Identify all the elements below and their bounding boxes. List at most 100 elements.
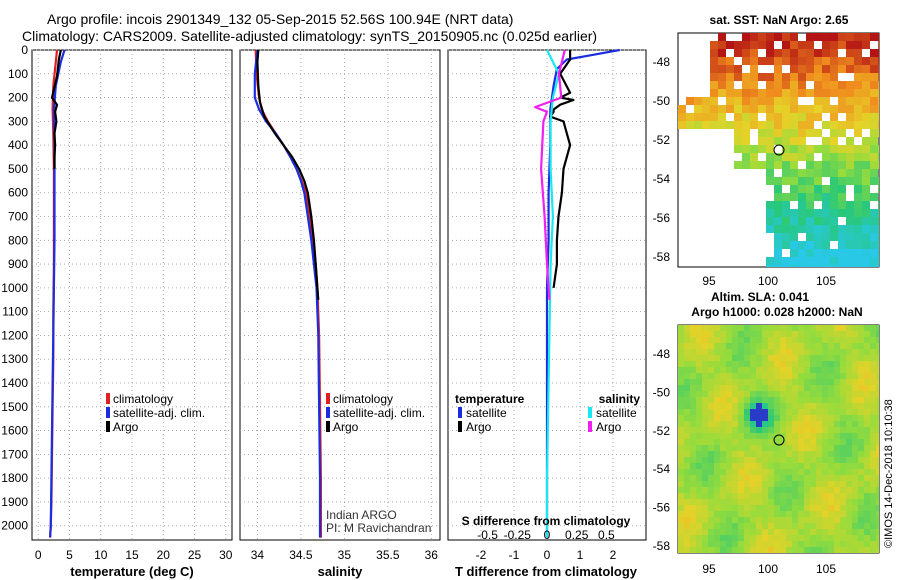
sla-cell	[864, 367, 870, 373]
sla-cell	[732, 379, 738, 385]
sla-cell	[846, 487, 852, 493]
sla-cell	[864, 481, 870, 487]
sst-cell	[750, 105, 758, 113]
sla-cell	[696, 361, 702, 367]
sst-cell	[790, 233, 798, 241]
sst-cell	[854, 49, 862, 57]
sla-cell	[858, 427, 864, 433]
sla-cell	[684, 547, 690, 553]
sla-cell	[696, 511, 702, 517]
sla-cell	[696, 505, 702, 511]
sla-cell	[786, 499, 792, 505]
sla-cell	[696, 367, 702, 373]
sla-cell	[744, 499, 750, 505]
sst-cell	[862, 185, 870, 193]
sla-cell	[726, 529, 732, 535]
sla-cell	[750, 439, 756, 445]
sla-cell	[750, 469, 756, 475]
sst-cell	[774, 57, 782, 65]
sst-cell	[742, 33, 750, 41]
sst-cell	[846, 249, 854, 257]
sla-cell	[684, 403, 690, 409]
sla-cell	[876, 421, 879, 427]
sla-cell	[750, 541, 756, 547]
sla-cell	[708, 421, 714, 427]
sla-cell	[714, 379, 720, 385]
sst-cell	[830, 177, 838, 185]
sla-cell	[852, 373, 858, 379]
sla-cell	[876, 373, 879, 379]
sla-cell	[720, 427, 726, 433]
depth-tick-label: 700	[8, 210, 28, 224]
sla-cell	[834, 517, 840, 523]
sla-cell	[708, 547, 714, 553]
sst-cell	[806, 113, 814, 121]
sla-cell	[780, 355, 786, 361]
sst-cell	[750, 81, 758, 89]
sst-cell	[710, 89, 718, 97]
sst-cell	[838, 129, 846, 137]
sla-cell	[822, 535, 828, 541]
sst-cell	[782, 193, 790, 201]
sla-cell	[690, 535, 696, 541]
sst-cell	[782, 241, 790, 249]
sla-cell	[774, 325, 780, 331]
sla-cell	[798, 499, 804, 505]
sla-cell	[714, 499, 720, 505]
sla-cell	[870, 439, 876, 445]
sla-cell	[678, 445, 684, 451]
sla-cell	[822, 517, 828, 523]
sla-cell	[750, 463, 756, 469]
sla-cell	[762, 373, 768, 379]
sst-cell	[742, 105, 750, 113]
sla-cell	[702, 409, 708, 415]
s-difference-tick-label: -0.5	[477, 528, 498, 542]
sla-cell	[870, 337, 876, 343]
sla-cell	[714, 373, 720, 379]
sla-cell	[744, 331, 750, 337]
sla-cell	[834, 511, 840, 517]
sla-cell	[714, 367, 720, 373]
sst-cell	[782, 97, 790, 105]
sla-cell	[864, 397, 870, 403]
sla-cell	[810, 337, 816, 343]
sla-cell	[768, 517, 774, 523]
sla-cell	[864, 385, 870, 391]
series-line-satellite-adj-clim-	[49, 49, 66, 538]
sla-cell	[714, 415, 720, 421]
sla-cell	[858, 499, 864, 505]
sla-cell	[816, 325, 822, 331]
sla-cell	[744, 373, 750, 379]
sla-cell	[774, 499, 780, 505]
sst-cell	[830, 129, 838, 137]
sst-cell	[878, 241, 879, 249]
sst-cell	[718, 89, 726, 97]
sla-cell	[840, 517, 846, 523]
sla-cell	[732, 355, 738, 361]
sst-cell	[846, 57, 854, 65]
sst-cell	[734, 49, 742, 57]
sla-cell	[696, 397, 702, 403]
sla-cell	[876, 499, 879, 505]
sla-cell	[684, 367, 690, 373]
sst-cell	[862, 81, 870, 89]
sla-cell	[678, 493, 684, 499]
sla-cell	[792, 511, 798, 517]
sla-cell	[864, 433, 870, 439]
sst-cell	[758, 121, 766, 129]
salinity-gridlines	[240, 49, 440, 540]
sla-cell	[828, 451, 834, 457]
sla-cell	[780, 391, 786, 397]
sla-cell	[816, 481, 822, 487]
sla-cell	[744, 487, 750, 493]
sst-cell	[774, 225, 782, 233]
sst-cell	[878, 121, 879, 129]
sla-cell	[732, 541, 738, 547]
sst-cell	[822, 41, 830, 49]
sla-cell	[858, 511, 864, 517]
sla-cell	[684, 427, 690, 433]
sla-cell	[864, 523, 870, 529]
sla-cell	[744, 415, 750, 421]
sla-cell	[840, 511, 846, 517]
sla-cell	[852, 505, 858, 511]
